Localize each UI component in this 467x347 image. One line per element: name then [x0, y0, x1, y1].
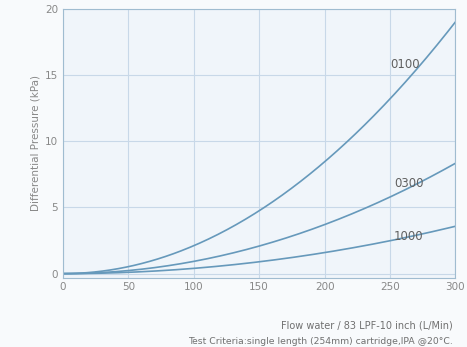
Text: 0300: 0300	[394, 177, 424, 190]
Text: Flow water / 83 LPF-10 inch (L/Min): Flow water / 83 LPF-10 inch (L/Min)	[281, 321, 453, 331]
Text: 1000: 1000	[394, 230, 424, 243]
Text: Test Criteria:single length (254mm) cartridge,IPA @20°C.: Test Criteria:single length (254mm) cart…	[188, 337, 453, 346]
Y-axis label: Differential Pressure (kPa): Differential Pressure (kPa)	[31, 75, 41, 211]
Text: 0100: 0100	[390, 58, 419, 71]
